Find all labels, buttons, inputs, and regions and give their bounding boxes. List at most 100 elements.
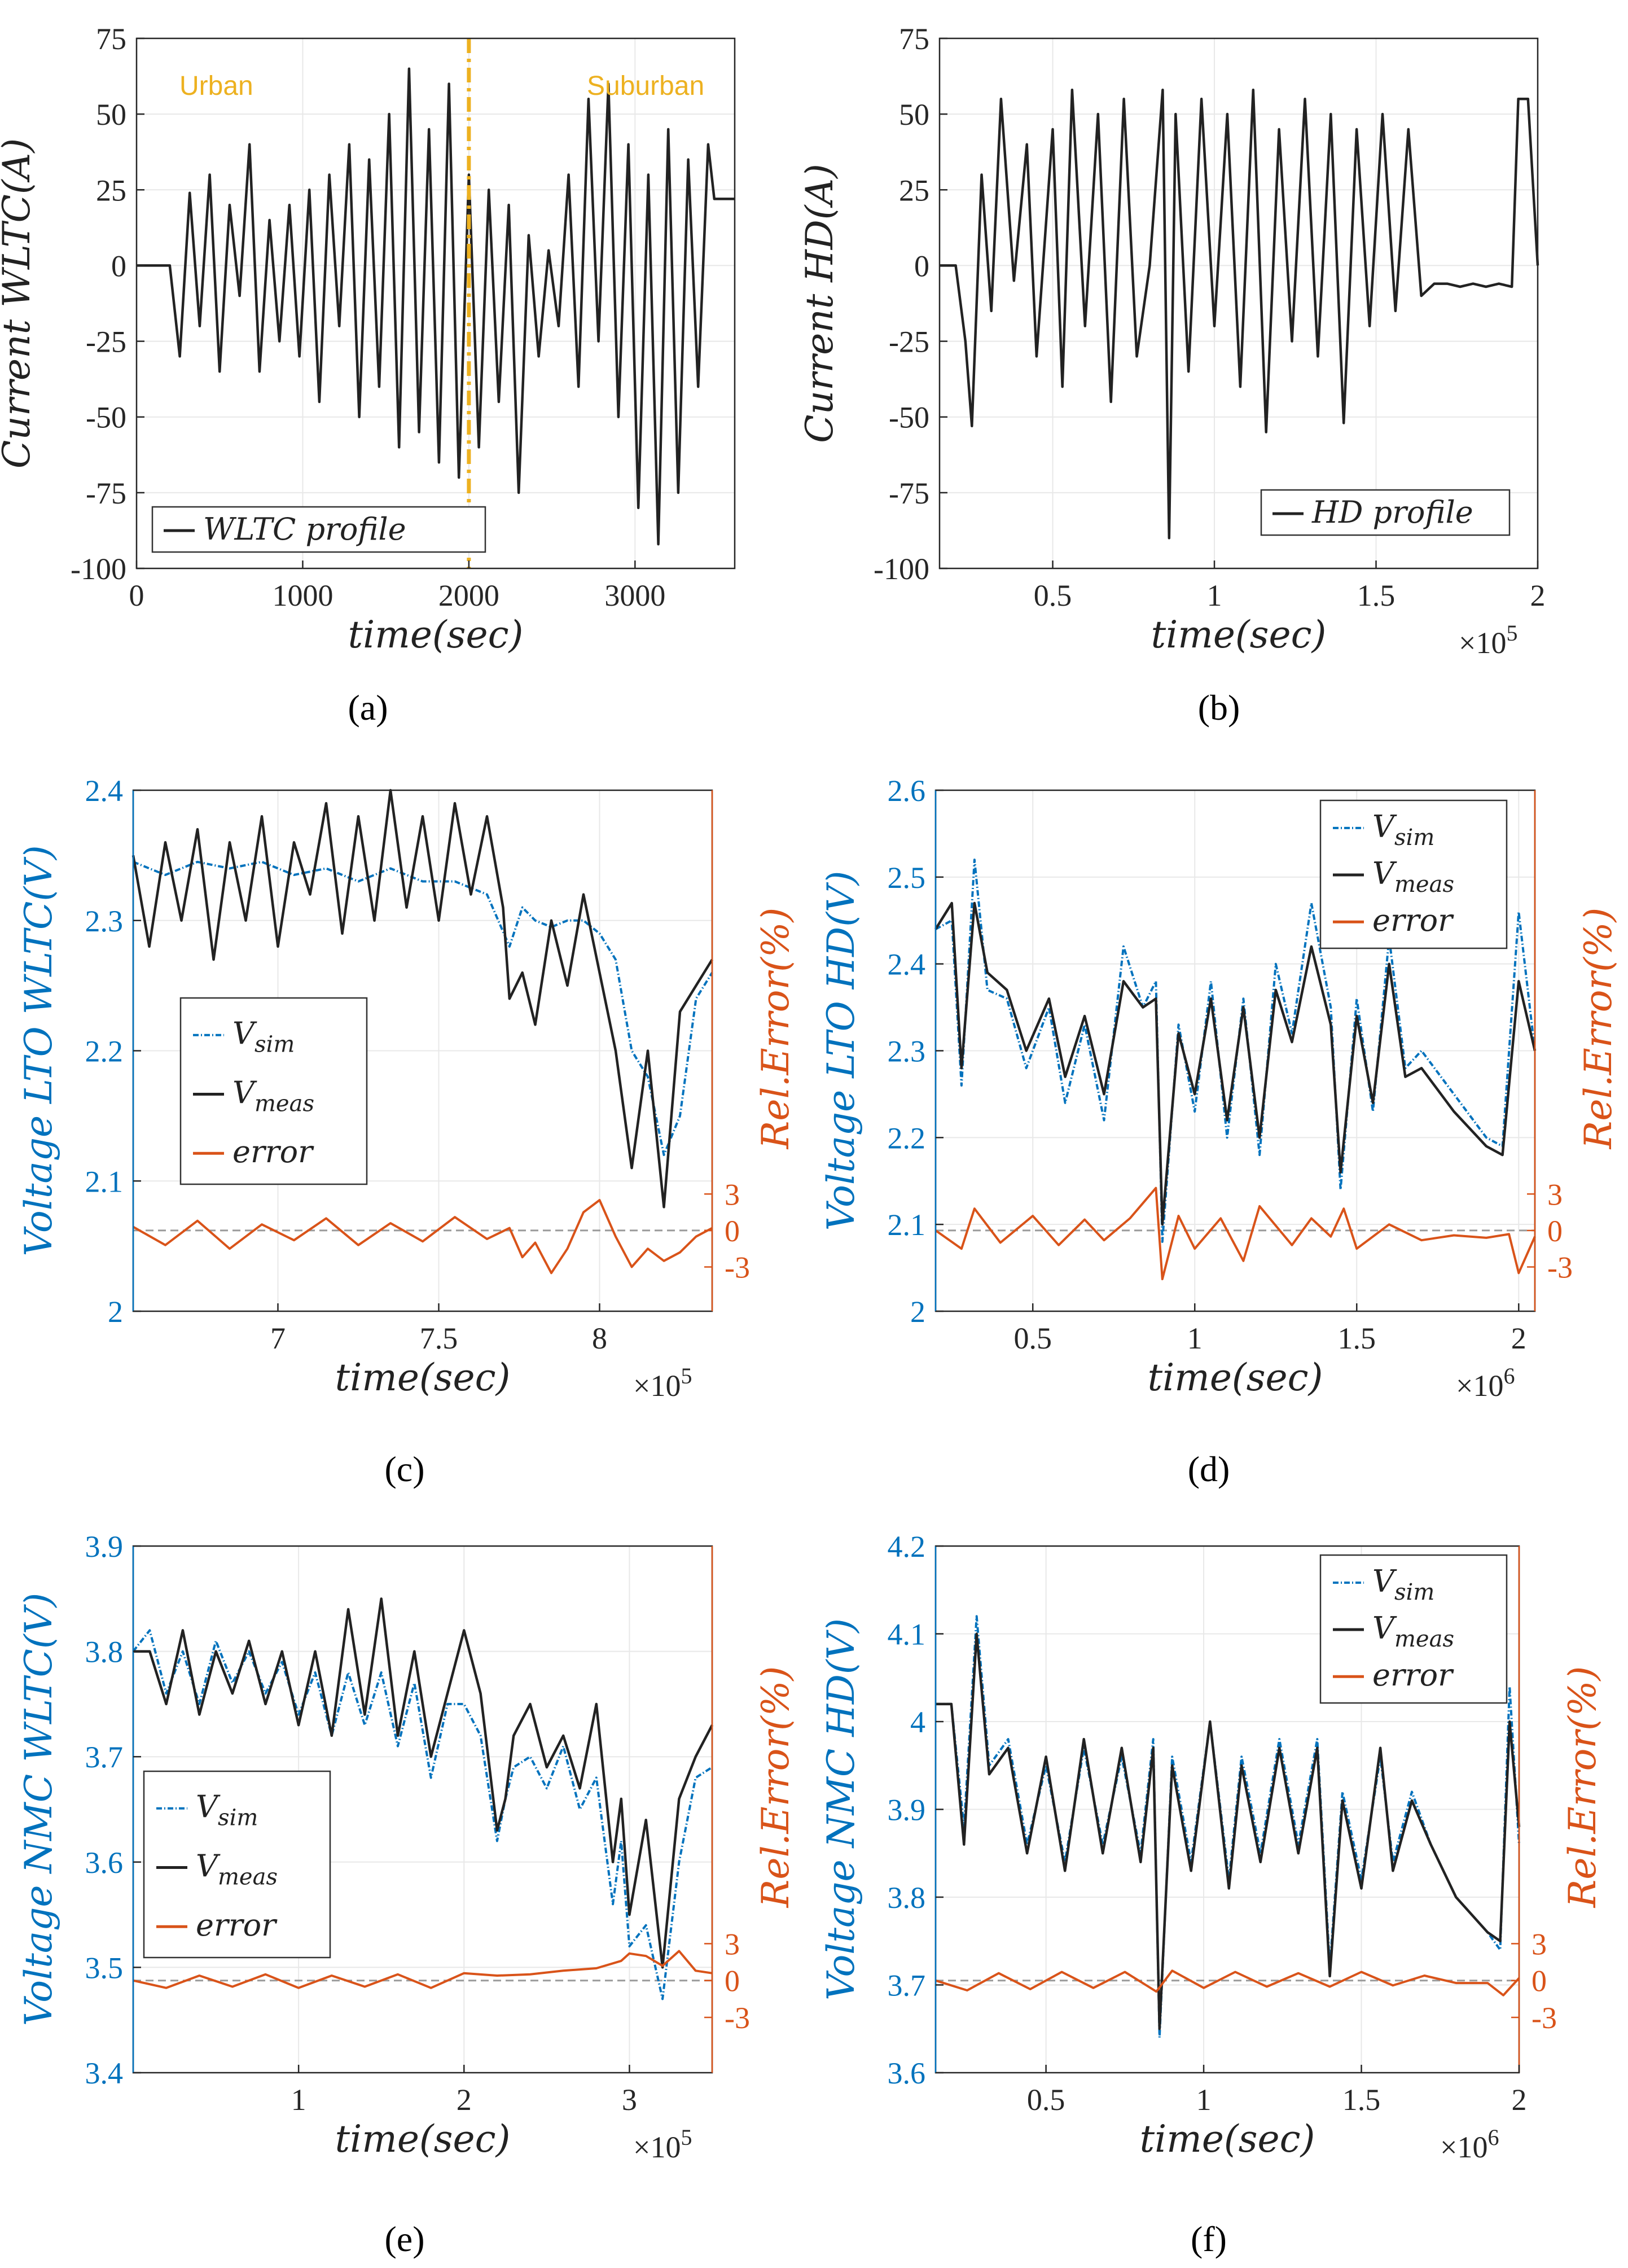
panel-caption: (b) bbox=[1198, 688, 1240, 728]
y-tick-label: 50 bbox=[899, 98, 929, 132]
x-tick-label: 0.5 bbox=[1013, 1321, 1052, 1355]
y-tick-label: 2.4 bbox=[888, 948, 926, 982]
x-tick-label: 0.5 bbox=[1027, 2083, 1065, 2117]
axis-multiplier: ×105 bbox=[1459, 620, 1517, 660]
y2-tick-label: 3 bbox=[1532, 1927, 1547, 1961]
y2-tick-label: 3 bbox=[725, 1927, 740, 1961]
y2-axis-label: Rel.Error(%) bbox=[754, 908, 797, 1150]
y-tick-label: 3.5 bbox=[85, 1951, 124, 1985]
plot-frame bbox=[135, 37, 736, 570]
y-tick-label: 3.9 bbox=[888, 1793, 926, 1827]
chart-c: 7 7.5 8 2 2.1 2.2 2.3 2.4 30-3 time(sec) Voltage L… bbox=[17, 774, 797, 1489]
chart-d: 0.5 1 1.5 2 2 2.1 2.2 2.3 2.4 2.5 2.6 30-3 time(sec)… bbox=[819, 774, 1620, 1489]
y-tick-label: 3.7 bbox=[85, 1740, 124, 1774]
axis-multiplier: ×106 bbox=[1456, 1363, 1515, 1403]
x-axis-label: time(sec) bbox=[335, 2117, 511, 2161]
x-axis-label: time(sec) bbox=[1151, 613, 1327, 656]
x-axis-label: time(sec) bbox=[335, 1356, 511, 1399]
y-axis-label: Voltage NMC WLTC(V) bbox=[17, 1593, 60, 2026]
y-tick-label: 3.9 bbox=[85, 1530, 124, 1564]
y-tick-label: -50 bbox=[86, 401, 126, 435]
y-tick-label: 2.1 bbox=[888, 1208, 926, 1242]
x-tick-label: 2 bbox=[1511, 1321, 1526, 1355]
y2-tick-label: 0 bbox=[725, 1214, 740, 1248]
axis-multiplier: ×106 bbox=[1440, 2125, 1499, 2164]
y2-tick-label: 3 bbox=[725, 1177, 740, 1211]
y-tick-label: 3.7 bbox=[888, 1969, 926, 2003]
y-tick-label: -25 bbox=[86, 325, 126, 359]
legend-label: WLTC profile bbox=[203, 511, 406, 547]
y-tick-label: 25 bbox=[96, 173, 126, 207]
y2-tick-label: -3 bbox=[1547, 1251, 1573, 1285]
y-tick-label: 2.6 bbox=[888, 774, 926, 808]
x-tick-label: 1 bbox=[291, 2083, 306, 2117]
y-tick-label: 2 bbox=[910, 1295, 925, 1329]
y-tick-label: 25 bbox=[899, 173, 929, 207]
series-line-error bbox=[133, 1199, 713, 1275]
y-tick-label: 3.8 bbox=[888, 1881, 926, 1915]
y-tick-label: 0 bbox=[111, 249, 126, 283]
y-tick-label: 75 bbox=[899, 22, 929, 56]
series-line-error bbox=[934, 1186, 1536, 1281]
y-tick-label: -50 bbox=[889, 401, 929, 435]
y2-tick-label: 3 bbox=[1547, 1177, 1563, 1211]
x-tick-label: 1000 bbox=[272, 579, 333, 612]
x-tick-label: 1 bbox=[1196, 2083, 1212, 2117]
y-tick-label: 3.6 bbox=[85, 1846, 124, 1880]
x-tick-label: 1 bbox=[1187, 1321, 1203, 1355]
legend-label: error bbox=[1372, 903, 1454, 938]
y2-tick-label: 0 bbox=[1532, 1964, 1547, 1998]
y-tick-label: 2.4 bbox=[85, 774, 124, 808]
annotation-urban: Urban bbox=[179, 71, 253, 101]
series-line-error bbox=[935, 1969, 1520, 1996]
y-tick-label: 4 bbox=[910, 1705, 925, 1739]
x-axis-label: time(sec) bbox=[1148, 1356, 1323, 1399]
y2-tick-label: 0 bbox=[725, 1964, 740, 1998]
x-tick-label: 8 bbox=[592, 1321, 607, 1355]
x-tick-label: 2 bbox=[1512, 2083, 1527, 2117]
chart-a: Urban Suburban 0 1000 2000 3000 -100 -75 -50 -25 0… bbox=[0, 22, 736, 728]
y-axis-label: Voltage NMC HD(V) bbox=[819, 1618, 863, 2000]
y-tick-label: -100 bbox=[874, 552, 929, 586]
x-axis-label: time(sec) bbox=[348, 613, 524, 656]
x-tick-label: 0.5 bbox=[1034, 579, 1072, 612]
x-tick-label: 0 bbox=[129, 579, 144, 612]
x-tick-label: 2 bbox=[457, 2083, 472, 2117]
y-tick-label: -75 bbox=[86, 476, 126, 510]
y-tick-label: 3.6 bbox=[888, 2056, 926, 2090]
x-tick-label: 1.5 bbox=[1342, 2083, 1381, 2117]
x-tick-label: 1.5 bbox=[1338, 1321, 1376, 1355]
legend-label: error bbox=[232, 1134, 314, 1170]
y-tick-label: 2.3 bbox=[85, 904, 124, 938]
panel-caption: (f) bbox=[1191, 2219, 1227, 2259]
annotation-suburban: Suburban bbox=[587, 71, 704, 101]
x-tick-label: 1 bbox=[1207, 579, 1222, 612]
y-tick-label: 4.1 bbox=[888, 1618, 926, 1652]
y-tick-label: 2.1 bbox=[85, 1164, 124, 1198]
panel-caption: (d) bbox=[1188, 1449, 1230, 1489]
panel-caption: (c) bbox=[384, 1449, 424, 1489]
y-tick-label: -75 bbox=[889, 476, 929, 510]
y2-tick-label: -3 bbox=[725, 1251, 750, 1285]
y2-tick-label: 0 bbox=[1547, 1214, 1563, 1248]
x-tick-label: 2 bbox=[1530, 579, 1546, 612]
series-line-vsim bbox=[132, 1629, 713, 2000]
y2-axis-label: Rel.Error(%) bbox=[1577, 908, 1620, 1150]
y-tick-label: 2.2 bbox=[85, 1035, 124, 1069]
plot-frame bbox=[938, 37, 1539, 570]
y-axis-label: Current HD(A) bbox=[798, 164, 841, 443]
y-tick-label: 3.4 bbox=[85, 2056, 124, 2090]
y-tick-label: 2 bbox=[108, 1295, 123, 1329]
x-tick-label: 7.5 bbox=[420, 1321, 458, 1355]
y2-axis-label: Rel.Error(%) bbox=[1561, 1666, 1604, 1908]
legend: HD profile bbox=[1260, 489, 1511, 536]
legend-label: error bbox=[196, 1907, 278, 1943]
y-tick-label: 50 bbox=[96, 98, 126, 132]
y-tick-label: -100 bbox=[71, 552, 126, 586]
panel-caption: (a) bbox=[348, 688, 388, 728]
x-axis-label: time(sec) bbox=[1140, 2117, 1315, 2161]
